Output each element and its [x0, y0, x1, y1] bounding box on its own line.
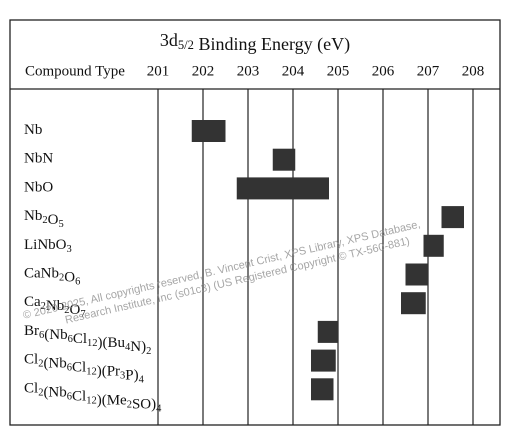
x-tick-label: 207 — [417, 63, 440, 79]
x-tick-label: 206 — [372, 63, 395, 79]
category-label: CaNb2O6 — [24, 266, 80, 288]
range-bar — [311, 349, 336, 372]
category-label: Ca2Nb2O7 — [24, 295, 86, 321]
frame — [9, 19, 501, 426]
x-tick-label: 205 — [327, 63, 350, 79]
category-label: Cl2(Nb6Cl12)(Me2SO)4 — [24, 381, 162, 415]
range-bar — [405, 263, 428, 286]
category-label: LiNbO3 — [24, 237, 72, 255]
category-label: Nb — [24, 122, 42, 138]
range-bar — [236, 177, 329, 200]
range-bar — [272, 148, 296, 171]
range-bar — [441, 206, 464, 229]
x-tick-label: 204 — [282, 63, 305, 79]
x-tick-label: 201 — [147, 63, 170, 79]
border — [9, 19, 501, 426]
category-label: NbN — [24, 151, 53, 167]
range-bar — [317, 320, 338, 343]
category-label: NbO — [24, 180, 53, 196]
range-bar — [401, 292, 426, 315]
x-tick-label: 202 — [192, 63, 215, 79]
watermark-line: © 2020-2025, All copyrights reserved, B.… — [22, 218, 422, 321]
x-tick-label: 203 — [237, 63, 260, 79]
x-tick-label: 208 — [462, 63, 485, 79]
category-label: Cl2(Nb6Cl12)(Pr3P)4 — [24, 352, 145, 386]
category-label: Br6(Nb6Cl12)(Bu4N)2 — [24, 323, 151, 357]
range-bar — [311, 378, 334, 401]
watermark: © 2020-2025, All copyrights reserved, B.… — [22, 218, 422, 326]
chart-title: 3d5/2 Binding Energy (eV) — [160, 30, 350, 55]
column-header: Compound Type — [25, 63, 125, 79]
category-label: Nb2O5 — [24, 209, 64, 231]
range-bar — [423, 234, 444, 257]
range-bar — [191, 120, 226, 142]
watermark-line: Research Institute, Inc (s01c3) (US Regi… — [64, 235, 411, 326]
